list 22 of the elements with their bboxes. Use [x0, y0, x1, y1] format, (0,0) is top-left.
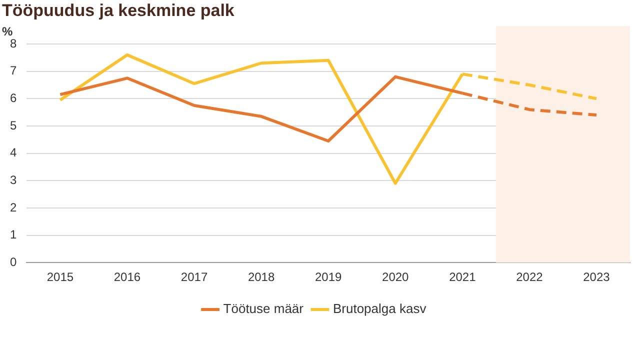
y-axis-title: %	[2, 24, 13, 38]
chart-title: Tööpuudus ja keskmine palk	[2, 1, 234, 21]
x-tick-label: 2015	[46, 270, 74, 284]
x-tick-label: 2018	[248, 270, 275, 284]
legend-label: Töötuse määr	[223, 301, 304, 316]
x-tick-label: 2022	[516, 270, 544, 284]
x-tick-label: 2020	[382, 270, 410, 284]
x-tick-label: 2023	[583, 270, 610, 284]
y-tick-label: 3	[10, 172, 17, 187]
y-tick-label: 7	[10, 64, 17, 78]
x-tick-label: 2021	[449, 270, 476, 284]
x-tick-label: 2019	[314, 270, 342, 284]
y-tick-label: 1	[10, 228, 17, 242]
x-tick-label: 2016	[114, 270, 141, 284]
y-tick-label: 8	[10, 36, 17, 50]
x-tick-label: 2017	[180, 270, 208, 284]
y-tick-label: 5	[10, 118, 17, 132]
y-tick-label: 4	[10, 146, 17, 160]
y-tick-label: 2	[10, 200, 17, 214]
y-tick-label: 0	[10, 254, 17, 269]
y-tick-label: 6	[10, 90, 17, 105]
legend-label: Brutopalga kasv	[332, 301, 427, 316]
